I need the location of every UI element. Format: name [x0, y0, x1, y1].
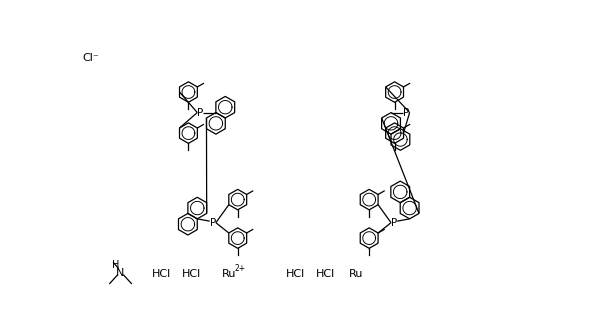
Text: HCl: HCl [152, 269, 171, 278]
Text: P: P [197, 108, 203, 118]
Text: 2+: 2+ [235, 264, 246, 273]
Text: HCl: HCl [315, 269, 335, 278]
Text: H: H [112, 260, 120, 270]
Text: HCl: HCl [181, 269, 200, 278]
Text: Ru: Ru [222, 269, 236, 278]
Text: P: P [210, 218, 216, 228]
Text: P: P [391, 218, 397, 228]
Text: HCl: HCl [286, 269, 306, 278]
Text: Cl⁻: Cl⁻ [82, 53, 100, 63]
Text: Ru: Ru [349, 269, 364, 278]
Text: P: P [403, 108, 409, 118]
Text: N: N [116, 268, 125, 278]
